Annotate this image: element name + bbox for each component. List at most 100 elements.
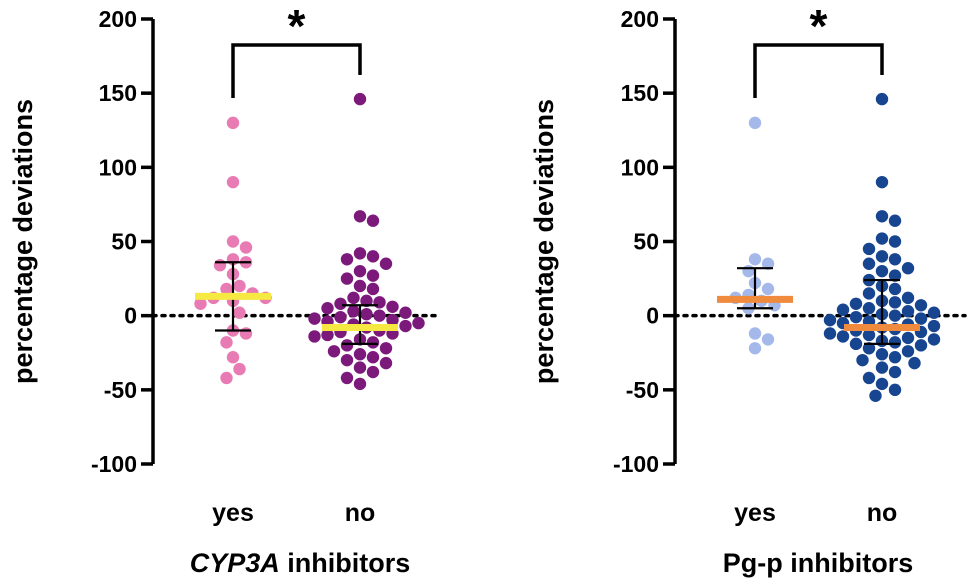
- data-point-no: [901, 291, 915, 305]
- y-tick-label: 150: [621, 80, 659, 106]
- data-point-yes: [194, 297, 207, 310]
- data-point-no: [888, 253, 902, 266]
- data-point-no: [875, 264, 889, 278]
- data-point-no: [366, 282, 380, 296]
- x-axis-label: CYP3A inhibitors: [190, 548, 411, 578]
- data-point-no: [340, 353, 354, 367]
- y-axis-label: percentage deviations: [8, 99, 38, 384]
- data-point-no: [862, 257, 876, 270]
- chart-panel-1: 200 150 100 50 0 -50 -100 percentage deviations…: [8, 0, 442, 578]
- data-point-no: [321, 328, 334, 342]
- x-axis-label: Pg-p inhibitors: [723, 548, 913, 578]
- data-point-no: [308, 330, 321, 343]
- data-point-no: [366, 214, 380, 227]
- x-axis-label-italic: CYP3A: [190, 548, 280, 578]
- x-category-label-no: no: [345, 499, 376, 527]
- y-tick-label: -50: [626, 377, 659, 403]
- data-point-no: [360, 307, 373, 321]
- data-point-no: [862, 342, 876, 355]
- y-tick-label: 0: [124, 303, 137, 329]
- data-point-no: [888, 336, 902, 349]
- y-tick-label: 50: [111, 229, 137, 255]
- data-point-no: [366, 336, 380, 349]
- data-point-no: [914, 299, 928, 312]
- data-point-no: [360, 294, 373, 308]
- data-point-yes: [761, 282, 775, 296]
- y-tick-label: -50: [104, 377, 137, 403]
- data-point-no: [901, 331, 915, 345]
- data-point-no: [353, 92, 367, 106]
- data-point-yes: [748, 342, 762, 355]
- data-point-yes: [213, 259, 227, 272]
- y-tick-label: 200: [621, 6, 659, 32]
- data-point-no: [379, 342, 393, 355]
- data-point-no: [888, 351, 902, 364]
- data-point-no: [340, 272, 354, 285]
- y-tick-label: -100: [91, 451, 137, 477]
- data-point-no: [353, 377, 367, 391]
- data-point-no: [927, 319, 941, 333]
- data-point-no: [888, 269, 902, 282]
- data-point-no: [340, 371, 354, 385]
- data-point-no: [875, 250, 889, 263]
- data-point-no: [908, 356, 921, 370]
- data-point-no: [901, 345, 915, 358]
- data-point-no: [875, 232, 889, 245]
- data-point-yes: [233, 306, 246, 319]
- data-point-no: [347, 291, 360, 305]
- data-point-yes: [748, 253, 762, 266]
- data-point-yes: [220, 336, 233, 349]
- data-point-no: [399, 306, 412, 319]
- data-point-no: [823, 327, 837, 340]
- data-point-no: [366, 351, 380, 364]
- data-point-no: [901, 305, 915, 318]
- data-point-no: [862, 371, 876, 385]
- chart-panel-2: 200 150 100 50 0 -50 -100 percentage deviations…: [529, 0, 967, 578]
- data-point-no: [927, 333, 941, 346]
- data-point-no: [901, 262, 915, 275]
- data-point-no: [914, 339, 928, 352]
- data-point-yes: [233, 279, 246, 293]
- data-point-no: [386, 300, 399, 313]
- y-tick-label: 100: [621, 154, 659, 180]
- data-point-no: [875, 175, 889, 189]
- data-point-yes: [226, 116, 240, 130]
- data-point-no: [353, 348, 367, 361]
- x-axis-label-text: Pg-p inhibitors: [723, 548, 913, 578]
- data-point-no: [914, 312, 928, 325]
- data-point-no: [353, 247, 367, 260]
- y-tick-label: -100: [613, 451, 659, 477]
- data-point-no: [888, 383, 902, 397]
- data-point-no: [875, 361, 889, 374]
- data-point-no: [849, 337, 863, 351]
- data-point-yes: [220, 371, 233, 385]
- x-axis-label-text: inhibitors: [280, 548, 411, 578]
- data-point-no: [888, 282, 902, 296]
- data-point-no: [321, 302, 334, 315]
- data-point-no: [862, 328, 876, 342]
- data-point-no: [856, 353, 869, 367]
- data-point-yes: [220, 282, 233, 296]
- data-point-no: [366, 365, 380, 379]
- y-axis-label: percentage deviations: [529, 99, 559, 384]
- data-point-no: [373, 309, 386, 322]
- data-point-yes: [748, 116, 762, 130]
- data-point-no: [875, 210, 889, 223]
- data-point-no: [888, 365, 902, 379]
- significance-bracket: [231, 43, 362, 98]
- y-tick-label: 100: [99, 154, 137, 180]
- x-category-label-no: no: [867, 499, 898, 527]
- y-tick-label: 150: [99, 80, 137, 106]
- data-point-no: [366, 269, 380, 282]
- data-point-no: [888, 235, 902, 248]
- data-point-no: [379, 257, 393, 270]
- data-point-no: [308, 312, 321, 325]
- data-point-yes: [239, 327, 253, 340]
- data-point-no: [340, 253, 354, 266]
- data-point-no: [862, 302, 876, 315]
- data-point-yes: [761, 257, 775, 270]
- data-point-no: [875, 377, 889, 391]
- y-tick-label: 50: [633, 229, 659, 255]
- data-point-no: [353, 210, 367, 223]
- data-point-yes: [226, 351, 240, 364]
